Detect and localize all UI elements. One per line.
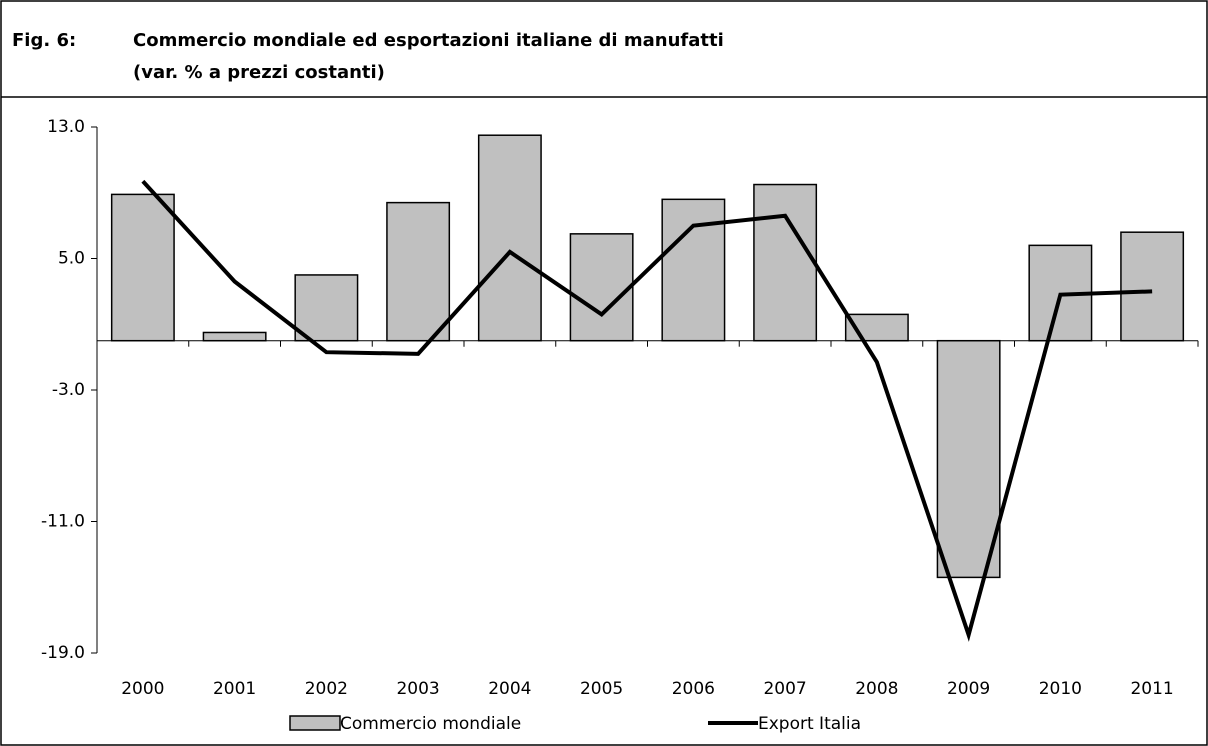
x-tick-label: 2007 (763, 679, 806, 699)
legend-swatch (289, 715, 341, 731)
x-tick-label: 2010 (1039, 679, 1082, 699)
x-tick-label: 2005 (580, 679, 623, 699)
chart-title: Commercio mondiale ed esportazioni itali… (133, 30, 724, 51)
bar (110, 193, 175, 342)
legend-label: Commercio mondiale (340, 714, 521, 734)
figure-label: Fig. 6: (12, 30, 76, 51)
bar (477, 134, 542, 342)
x-tick-label: 2004 (488, 679, 531, 699)
y-tick-label: 13.0 (47, 117, 85, 137)
bar (386, 201, 451, 342)
y-tick-label: -3.0 (52, 380, 85, 400)
legend-label: Export Italia (758, 714, 861, 734)
bar (661, 198, 726, 342)
x-tick-label: 2003 (396, 679, 439, 699)
bar (753, 183, 818, 342)
chart-subtitle: (var. % a prezzi costanti) (133, 62, 385, 83)
x-tick-label: 2009 (947, 679, 990, 699)
bar (1120, 231, 1185, 342)
y-tick-label: 5.0 (58, 249, 85, 269)
line-series (141, 179, 1153, 642)
bar (294, 274, 359, 342)
x-tick-label: 2001 (213, 679, 256, 699)
y-tick-label: -11.0 (41, 512, 85, 532)
x-tick-label: 2006 (672, 679, 715, 699)
x-tick-label: 2008 (855, 679, 898, 699)
bar (202, 331, 267, 342)
bar (936, 339, 1001, 579)
bar (569, 233, 634, 342)
x-tick-label: 2011 (1130, 679, 1173, 699)
y-tick-label: -19.0 (41, 643, 85, 663)
x-tick-label: 2000 (121, 679, 164, 699)
x-tick-label: 2002 (305, 679, 348, 699)
